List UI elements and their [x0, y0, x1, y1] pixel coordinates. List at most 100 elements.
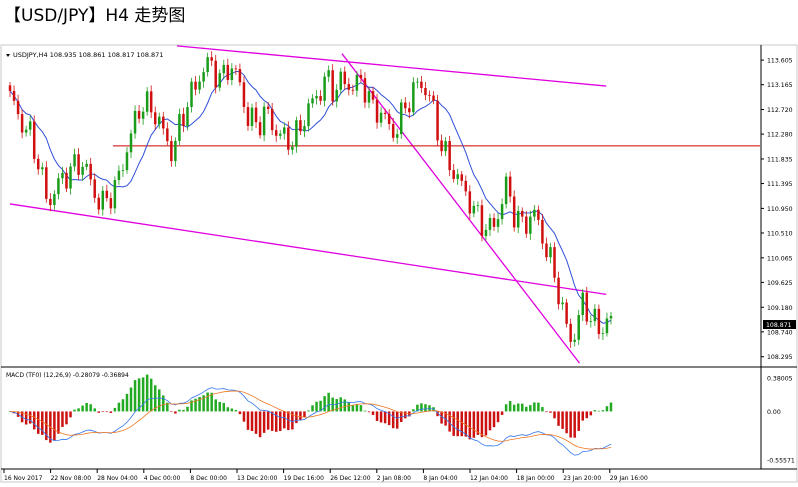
macd-histogram-bar: [460, 411, 464, 437]
candle-body: [585, 292, 589, 322]
candle-body: [41, 167, 44, 170]
macd-histogram-bar: [157, 389, 161, 412]
macd-histogram-bar: [412, 409, 415, 412]
macd-label: MACD (TF0) (12,26,9) -0.28079 -0.36894: [6, 372, 129, 379]
candle-body: [323, 76, 326, 101]
time-tick-label: 29 Jan 16:00: [610, 475, 648, 482]
candle-body: [262, 106, 266, 136]
candle-body: [178, 113, 181, 141]
macd-histogram-bar: [93, 408, 96, 412]
macd-histogram-bar: [274, 411, 278, 432]
macd-histogram-bar: [339, 397, 343, 412]
macd-histogram-bar: [359, 405, 363, 412]
macd-histogram-bar: [436, 411, 439, 417]
candle-body: [45, 167, 48, 199]
candle-body: [69, 166, 72, 189]
candle-body: [53, 194, 56, 206]
macd-histogram-bar: [36, 411, 40, 434]
candle-body: [565, 302, 568, 324]
candle-body: [162, 116, 165, 129]
candle-body: [12, 90, 16, 101]
candle-body: [468, 191, 472, 214]
macd-histogram-bar: [395, 411, 399, 429]
candle-body: [347, 84, 351, 90]
candle-body: [456, 174, 459, 179]
macd-histogram-bar: [254, 411, 258, 434]
price-tick-label: 112.720: [767, 107, 793, 114]
macd-histogram-bar: [45, 411, 48, 441]
candle-body: [109, 198, 113, 209]
candle-body: [274, 130, 278, 136]
candle-body: [577, 314, 580, 340]
macd-histogram-bar: [242, 411, 246, 422]
candle-body: [416, 81, 419, 83]
macd-histogram-bar: [323, 396, 326, 412]
macd-histogram-bar: [375, 411, 379, 421]
candle-body: [222, 64, 226, 74]
macd-histogram-bar: [69, 411, 72, 418]
candle-body: [303, 126, 306, 132]
candle-body: [500, 204, 504, 220]
macd-histogram-bar: [105, 411, 109, 413]
candle-body: [488, 218, 492, 230]
macd-histogram-bar: [291, 411, 294, 430]
candle-body: [311, 98, 314, 104]
candle-body: [61, 172, 64, 179]
candle-body: [218, 73, 222, 88]
candle-body: [476, 205, 480, 207]
candle-body: [73, 154, 76, 167]
macd-histogram-bar: [32, 411, 36, 430]
macd-histogram-bar: [561, 411, 564, 429]
macd-histogram-bar: [28, 411, 32, 424]
macd-histogram-bar: [121, 399, 125, 412]
time-tick-label: 16 Nov 2017: [4, 475, 43, 482]
candle-body: [516, 210, 520, 228]
candle-body: [295, 120, 298, 147]
candle-body: [57, 178, 60, 195]
candle-body: [569, 323, 572, 342]
candle-body: [307, 103, 310, 127]
candle-body: [105, 190, 109, 199]
macd-histogram-bar: [383, 411, 387, 424]
macd-signal-line: [9, 390, 612, 450]
candle-body: [121, 170, 125, 171]
candle-body: [496, 219, 500, 227]
macd-histogram-bar: [424, 404, 427, 412]
candle-body: [367, 91, 371, 103]
candle-body: [436, 100, 439, 141]
macd-histogram-bar: [537, 402, 540, 412]
candle-body: [529, 216, 532, 234]
candle-body: [412, 82, 415, 113]
candle-body: [283, 127, 286, 134]
candlesticks: [8, 51, 613, 348]
macd-histogram-bar: [194, 398, 197, 412]
macd-histogram-bar: [472, 411, 476, 438]
candle-body: [432, 95, 435, 101]
macd-histogram-bar: [525, 406, 528, 412]
macd-histogram-bar: [609, 402, 613, 412]
macd-histogram-bar: [573, 411, 576, 438]
candle-body: [270, 108, 274, 131]
price-tick-label: 112.280: [767, 132, 793, 139]
candle-body: [557, 277, 560, 305]
dropdown-arrow-icon[interactable]: [6, 54, 10, 57]
macd-histogram-bar: [101, 411, 105, 413]
macd-histogram-bar: [65, 411, 68, 425]
candle-body: [573, 339, 576, 342]
macd-histogram-bar: [379, 411, 383, 423]
candle-body: [452, 170, 455, 179]
candle-body: [424, 87, 427, 96]
candle-body: [133, 110, 137, 134]
macd-histogram-bar: [218, 401, 222, 412]
macd-histogram-bar: [597, 410, 601, 412]
candle-body: [464, 180, 468, 192]
macd-histogram-bar: [492, 411, 496, 428]
candle-body: [383, 112, 387, 114]
macd-histogram-bar: [549, 411, 552, 413]
candle-body: [266, 106, 270, 109]
macd-histogram-bar: [287, 411, 290, 431]
macd-tick-label: -0.55571: [767, 458, 795, 465]
candle-body: [20, 114, 24, 133]
candle-body: [97, 197, 101, 210]
macd-histogram-bar: [331, 397, 334, 412]
